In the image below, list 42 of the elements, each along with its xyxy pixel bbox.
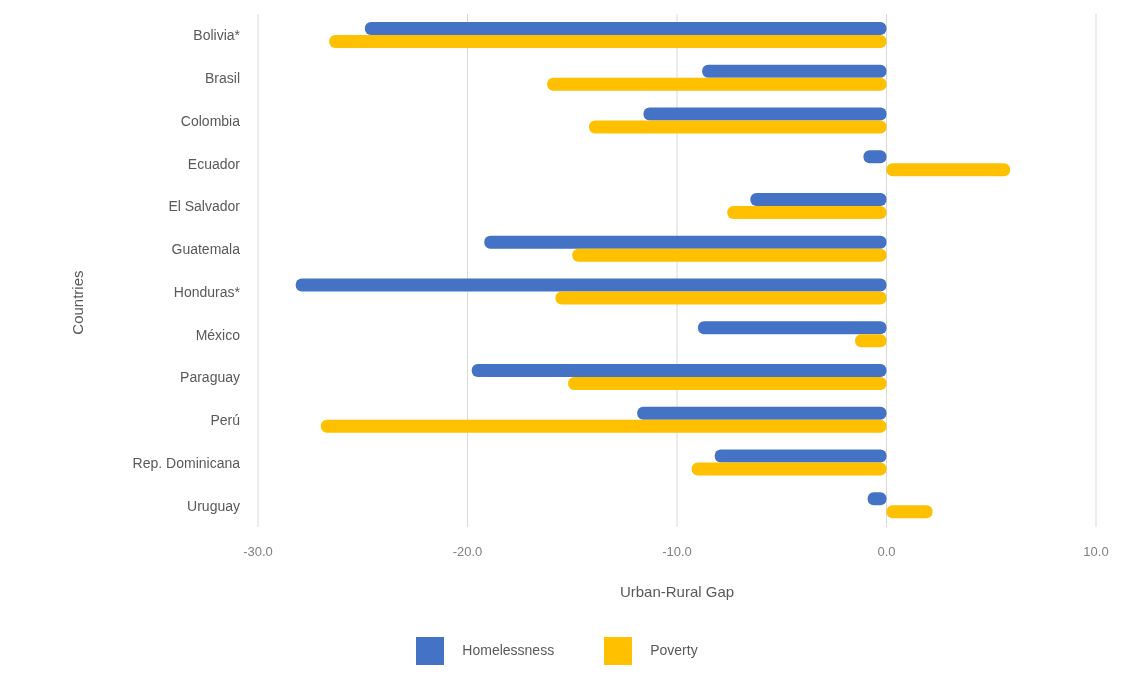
y-tick-label: Rep. Dominicana	[132, 454, 241, 471]
bar	[886, 505, 933, 519]
y-tick-label: México	[195, 326, 241, 343]
x-tick-label: -10.0	[662, 544, 692, 560]
bar	[702, 64, 887, 78]
x-tick-label: -30.0	[243, 544, 273, 560]
bar	[364, 22, 887, 35]
bar	[589, 120, 887, 134]
y-tick-label: Honduras*	[173, 283, 241, 300]
x-axis-title: Urban-Rural Gap	[619, 583, 735, 600]
bar	[295, 278, 887, 292]
bar	[691, 462, 887, 476]
y-tick-label: Brasil	[204, 70, 240, 87]
y-tick-label: El Salvador	[168, 198, 241, 215]
bar	[697, 321, 887, 335]
bar	[484, 235, 887, 249]
y-tick-label: Uruguay	[187, 497, 240, 514]
bar	[727, 206, 887, 219]
bar	[329, 35, 887, 48]
x-tick-label: 10.0	[1083, 544, 1109, 560]
bar	[568, 377, 887, 390]
bar	[471, 364, 887, 377]
y-tick-label: Bolivia*	[193, 27, 241, 44]
y-tick-label: Colombia	[180, 112, 241, 129]
bar	[886, 163, 1011, 177]
bar	[750, 193, 887, 206]
y-tick-label: Paraguay	[180, 369, 240, 386]
legend-label: Homelessness	[462, 641, 555, 658]
bar	[572, 248, 887, 262]
bar	[714, 449, 887, 463]
y-axis-title: Countries	[69, 270, 87, 335]
x-tick-label: 0.0	[877, 544, 896, 560]
x-tick-label: -20.0	[452, 544, 483, 560]
bar	[320, 419, 887, 433]
bar	[555, 291, 887, 305]
y-tick-label: Guatemala	[171, 241, 241, 258]
y-tick-label: Ecuador	[187, 155, 241, 172]
y-tick-label: Perú	[210, 412, 240, 429]
legend-label: Poverty	[650, 641, 698, 658]
bar	[637, 406, 887, 420]
bar	[547, 77, 887, 91]
bar	[643, 107, 887, 121]
